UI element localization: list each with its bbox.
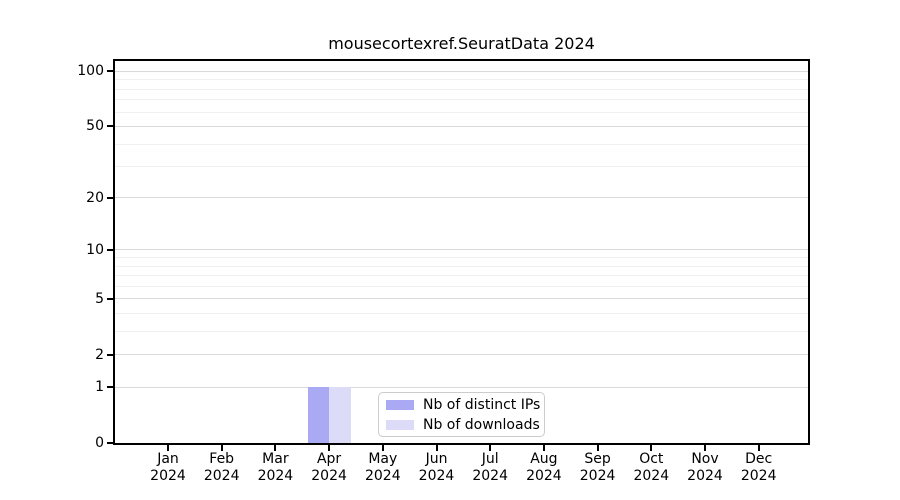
gridline-minor	[115, 166, 808, 168]
bar-downloads	[329, 387, 351, 443]
x-tick	[650, 445, 653, 451]
x-tick	[167, 445, 169, 451]
gridline-major	[115, 197, 808, 199]
y-tick-label: 100	[77, 63, 104, 80]
y-tick-label: 0	[95, 435, 104, 451]
gridline-minor	[115, 330, 808, 332]
legend: Nb of distinct IPs Nb of downloads	[378, 392, 545, 437]
gridline-major	[115, 249, 808, 251]
gridline-minor	[115, 312, 808, 314]
gridlines-layer	[115, 61, 808, 443]
x-tick	[542, 445, 545, 451]
gridline-major	[115, 125, 808, 127]
y-tick-label: 20	[86, 189, 104, 206]
x-tick	[757, 445, 760, 451]
plot-area	[113, 59, 810, 445]
legend-label-downloads: Nb of downloads	[423, 416, 540, 433]
gridline-minor	[115, 111, 808, 113]
gridline-minor	[115, 88, 808, 90]
legend-label-distinct-ips: Nb of distinct IPs	[423, 396, 541, 413]
gridline-minor	[115, 265, 808, 267]
y-tick-label: 5	[95, 290, 104, 307]
bars-layer	[115, 61, 808, 443]
y-tick	[107, 442, 113, 444]
x-tick-label: Dec 2024	[740, 451, 777, 484]
bar-distinct-ips	[307, 387, 330, 443]
gridline-minor	[115, 257, 808, 259]
chart-title: mousecortexref.SeuratData 2024	[328, 34, 595, 53]
gridline-minor	[115, 143, 808, 145]
x-tick-label: Jul 2024	[472, 451, 508, 484]
x-tick-label: May 2024	[364, 451, 401, 484]
legend-item-distinct-ips: Nb of distinct IPs	[386, 396, 541, 414]
y-tick-label: 1	[95, 379, 104, 396]
x-tick-label: Oct 2024	[633, 451, 670, 484]
x-tick	[220, 445, 223, 451]
x-tick-label: Feb 2024	[203, 451, 240, 484]
y-tick-label: 2	[95, 346, 104, 363]
y-tick-label: 10	[86, 241, 104, 258]
gridline-minor	[115, 285, 808, 287]
legend-swatch-distinct-ips-icon	[386, 399, 414, 410]
x-tick-label: Sep 2024	[579, 451, 616, 484]
gridline-major	[115, 298, 808, 300]
y-tick-label: 50	[86, 118, 104, 135]
legend-swatch-downloads-icon	[386, 419, 414, 430]
x-tick	[704, 445, 706, 451]
x-tick-label: Jun 2024	[418, 451, 455, 484]
gridline-major	[115, 70, 808, 72]
x-tick	[328, 445, 331, 451]
gridline-major	[115, 354, 808, 356]
x-tick-label: Apr 2024	[311, 451, 347, 484]
y-tick	[107, 297, 113, 300]
gridline-minor	[115, 79, 808, 81]
x-tick	[274, 445, 277, 451]
x-tick-label: Mar 2024	[257, 451, 294, 484]
x-tick	[381, 445, 384, 451]
gridline-minor	[115, 275, 808, 277]
y-tick	[107, 125, 113, 128]
y-tick	[107, 196, 113, 199]
x-tick-label: Jan 2024	[150, 451, 186, 484]
x-tick	[596, 445, 599, 451]
y-tick	[107, 248, 113, 251]
y-tick	[107, 353, 113, 356]
x-tick	[489, 445, 492, 451]
x-tick-label: Aug 2024	[526, 451, 562, 484]
gridline-major	[115, 386, 808, 388]
x-tick-label: Nov 2024	[687, 451, 723, 484]
gridline-minor	[115, 99, 808, 101]
y-tick	[107, 70, 113, 73]
legend-item-downloads: Nb of downloads	[386, 416, 540, 434]
x-tick	[435, 445, 438, 451]
y-tick	[107, 386, 113, 389]
